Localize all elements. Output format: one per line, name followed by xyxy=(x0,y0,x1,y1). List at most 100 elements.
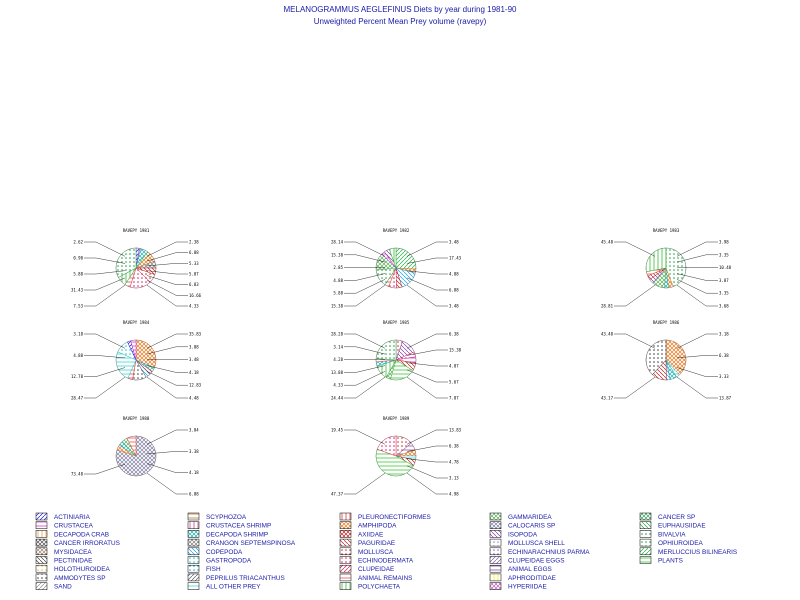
leader-line xyxy=(84,367,126,377)
slice-value-label: 10.48 xyxy=(719,265,732,270)
chart-subtitle: Unweighted Percent Mean Prey volume (rav… xyxy=(314,17,487,26)
legend-label: AXIIDAE xyxy=(358,531,383,538)
slice-value-label: 6.38 xyxy=(449,332,459,337)
pie-outline xyxy=(115,435,157,477)
legend-swatch xyxy=(187,573,200,582)
legend-swatch xyxy=(187,530,200,538)
slice-value-label: 6.83 xyxy=(189,282,199,287)
legend-swatch xyxy=(639,521,652,529)
leader-line xyxy=(84,333,126,349)
leader-line xyxy=(84,355,126,359)
slice-value-label: 15.38 xyxy=(449,348,462,353)
slice-value-label: 6.38 xyxy=(719,353,729,358)
legend-label: PEPRILUS TRIACANTHUS xyxy=(206,575,285,582)
leader-line xyxy=(84,376,126,399)
legend-item-pectinidae: PECTINIDAE xyxy=(35,556,92,565)
slice-value-label: 45.48 xyxy=(601,240,614,245)
slice-value-label: 3.14 xyxy=(333,344,343,349)
legend-label: ANIMAL EGGS xyxy=(508,566,552,573)
leader-line xyxy=(344,472,386,495)
legend-item-cancer-irroratus: CANCER IRRORATUS xyxy=(35,538,120,547)
legend-swatch xyxy=(639,547,652,556)
slice-value-label: 3.18 xyxy=(73,332,83,337)
legend-swatch xyxy=(489,512,502,521)
leader-line xyxy=(676,367,718,377)
leader-line xyxy=(146,376,188,399)
legend-label: CRUSTACEA SHRIMP xyxy=(206,523,271,530)
chart-title: MELANOGRAMMUS AEGLEFINUS Diets by year d… xyxy=(284,5,518,14)
legend-label: HYPERIIDAE xyxy=(508,584,547,591)
legend-item-paguridae: PAGURIDAE xyxy=(339,538,395,547)
leader-line xyxy=(344,371,386,386)
pie-ravepy-1988: RAVEPY 1988 73.48 3.84 3.38 4.18 6.88 xyxy=(71,416,199,497)
slice-value-label: 3.88 xyxy=(189,344,199,349)
pie-ravepy-1982: RAVEPY 1982 28.14 15.38 2.85 4.88 5.88 15.38 3.… xyxy=(331,228,462,309)
pie-title: RAVEPY 1982 xyxy=(383,228,410,233)
legend-label: PLEURONECTIFORMES xyxy=(358,514,431,521)
leader-line xyxy=(344,241,386,257)
legend-item-calocaris-sp: CALOCARIS SP xyxy=(489,521,555,530)
legend-item-fish: FISH xyxy=(187,564,221,573)
slice-value-label: 2.62 xyxy=(73,240,83,245)
slice-value-label: 4.28 xyxy=(333,357,343,362)
legend-label: ISOPODA xyxy=(508,531,538,538)
legend-item-ammodytes-sp: AMMODYTES SP xyxy=(35,573,106,582)
legend-item-euphausiidae: EUPHAUSIIDAE xyxy=(639,521,706,530)
leader-line xyxy=(614,376,656,399)
leader-line xyxy=(406,333,448,349)
leader-line xyxy=(84,284,126,307)
leader-line xyxy=(344,284,386,307)
leader-line xyxy=(676,355,718,359)
pie-slice-ophiuroidea xyxy=(375,339,397,361)
pie-outline xyxy=(375,247,417,289)
leader-line xyxy=(84,257,126,264)
legend-label: COPEPODA xyxy=(206,549,243,556)
leader-line xyxy=(344,429,386,445)
legend-item-sand: SAND xyxy=(35,582,72,591)
leader-line xyxy=(406,369,448,383)
leader-line xyxy=(406,472,448,495)
pie-slice-merluccius-bilinearis xyxy=(395,247,417,270)
slice-value-label: 28.28 xyxy=(331,332,344,337)
slice-value-label: 3.18 xyxy=(719,332,729,337)
legend-item-animal-remains: ANIMAL REMAINS xyxy=(339,573,412,582)
legend-label: MOLLUSCA SHELL xyxy=(508,540,565,547)
slice-value-label: 4.88 xyxy=(449,272,459,277)
pie-outline xyxy=(645,339,687,381)
legend-label: APHRODITIDAE xyxy=(508,575,556,582)
slice-value-label: 19.45 xyxy=(331,428,344,433)
slice-value-label: 5.33 xyxy=(189,261,199,266)
leader-line xyxy=(84,241,126,257)
legend-swatch xyxy=(489,573,502,582)
leader-line xyxy=(344,333,386,349)
slice-value-label: 15.38 xyxy=(331,304,344,309)
slice-value-label: 4.98 xyxy=(449,492,459,497)
slice-value-label: 4.88 xyxy=(73,353,83,358)
pie-ravepy-1989: RAVEPY 1989 19.45 47.37 13.83 6.38 4.78 3.13 4.… xyxy=(331,416,462,497)
pie-title: RAVEPY 1988 xyxy=(123,416,150,421)
legend-swatch xyxy=(339,512,352,521)
legend-label: ACTINIARIA xyxy=(54,514,91,521)
legend-swatch xyxy=(35,582,48,590)
legend-label: CRUSTACEA xyxy=(54,523,94,530)
legend-item-echinarachnius-parma: ECHINARACHNIUS PARMA xyxy=(489,547,590,556)
legend-item-gammaridea: GAMMARIDEA xyxy=(489,512,552,521)
leader-line xyxy=(146,333,188,349)
pie-slice-polychaeta xyxy=(645,247,667,273)
legend-label: EUPHAUSIIDAE xyxy=(658,523,706,530)
legend-label: CALOCARIS SP xyxy=(508,523,555,530)
leader-line xyxy=(614,241,656,257)
legend-swatch xyxy=(339,521,352,529)
slice-value-label: 47.37 xyxy=(331,492,344,497)
legend-label: SCYPHOZOA xyxy=(206,514,247,521)
legend-swatch xyxy=(639,512,652,521)
leader-line xyxy=(146,284,188,307)
slice-value-label: 6.88 xyxy=(189,250,199,255)
leader-line xyxy=(84,463,126,475)
pie-title: RAVEPY 1985 xyxy=(383,320,410,325)
legend-label: AMMODYTES SP xyxy=(54,575,106,582)
slice-value-label: 3.84 xyxy=(189,428,199,433)
leader-line xyxy=(406,277,448,291)
pie-ravepy-1986: RAVEPY 1986 43.48 43.17 3.18 6.38 3.33 13.87 xyxy=(601,320,732,401)
legend-item-decapoda-crab: DECAPODA CRAB xyxy=(35,530,109,538)
